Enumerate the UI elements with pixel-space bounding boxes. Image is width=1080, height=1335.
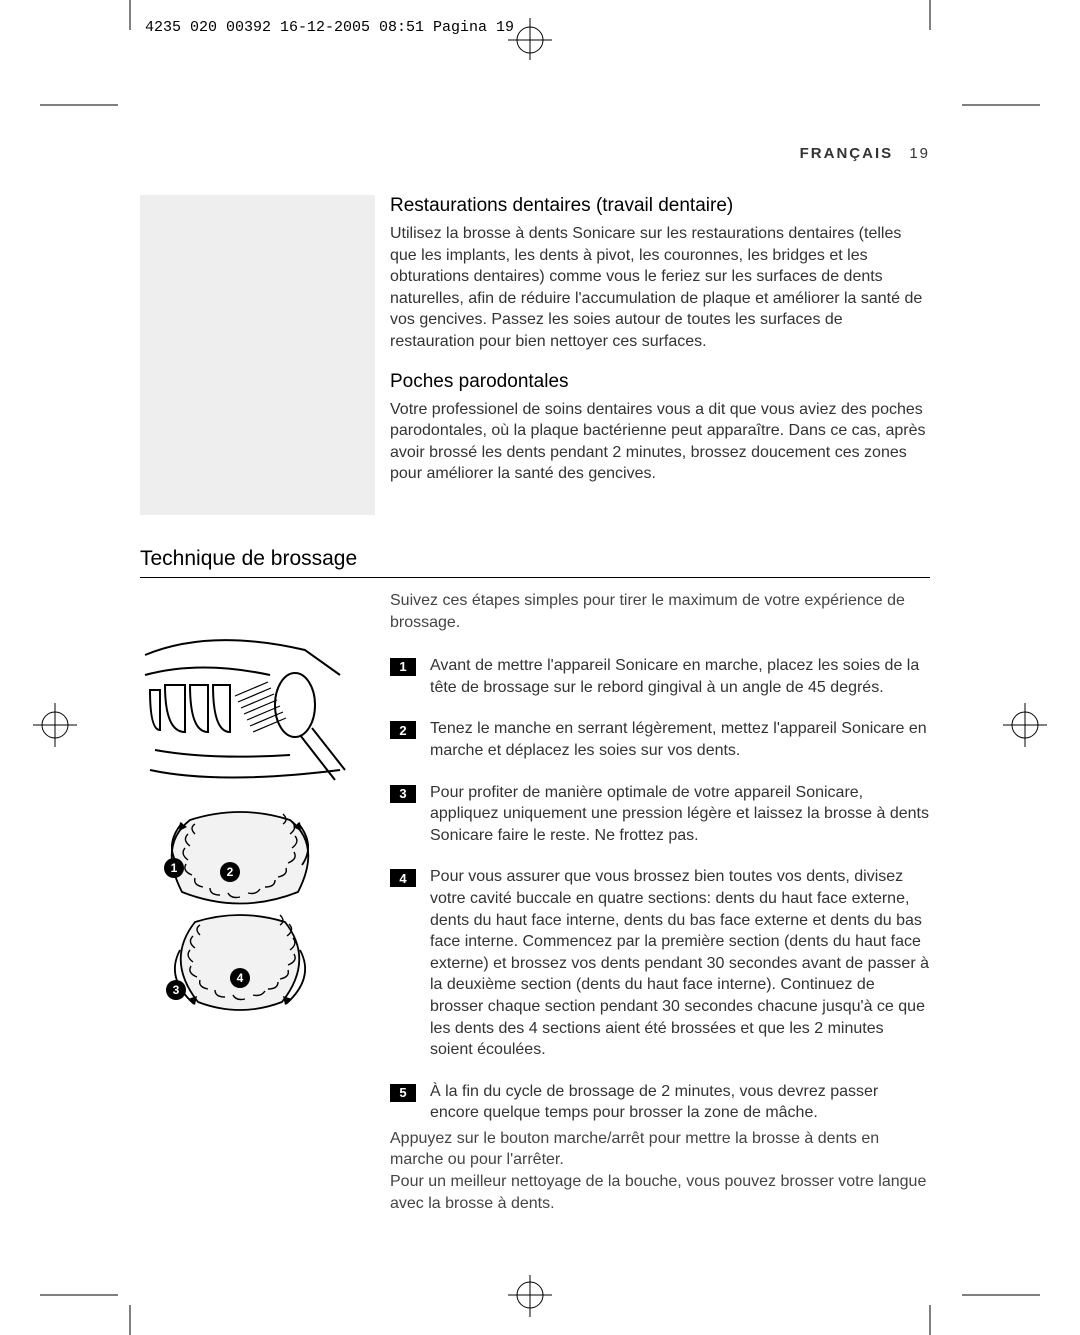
crop-line-br: [960, 1290, 1080, 1300]
step-3: 3 Pour profiter de manière optimale de v…: [390, 782, 930, 847]
step-text-4: Pour vous assurer que vous brossez bien …: [430, 866, 930, 1060]
step-text-1: Avant de mettre l'appareil Sonicare en m…: [430, 655, 930, 698]
step-num-4: 4: [390, 869, 416, 887]
quad-label-1: 1: [171, 861, 178, 875]
trailer-2: Pour un meilleur nettoyage de la bouche,…: [390, 1171, 930, 1214]
section-rule: [140, 577, 930, 578]
body-restaurations: Utilisez la brosse à dents Sonicare sur …: [390, 223, 930, 353]
quad-label-2: 2: [227, 865, 234, 879]
step-5: 5 À la fin du cycle de brossage de 2 min…: [390, 1081, 930, 1124]
crop-line-tl: [0, 100, 120, 110]
body-poches: Votre professionel de soins dentaires vo…: [390, 399, 930, 485]
subheading-restaurations: Restaurations dentaires (travail dentair…: [390, 195, 930, 217]
registration-right: [1000, 700, 1050, 750]
step-4: 4 Pour vous assurer que vous brossez bie…: [390, 866, 930, 1060]
crop-line-bl: [0, 1290, 120, 1300]
step-text-3: Pour profiter de manière optimale de vot…: [430, 782, 930, 847]
trailer-1: Appuyez sur le bouton marche/arrêt pour …: [390, 1128, 930, 1171]
step-text-2: Tenez le manche en serrant légèrement, m…: [430, 718, 930, 761]
crop-marks-bottom: [0, 1275, 1080, 1335]
step-1: 1 Avant de mettre l'appareil Sonicare en…: [390, 655, 930, 698]
crop-line-tr: [960, 100, 1080, 110]
quad-label-4: 4: [237, 971, 244, 985]
page-header: FRANÇAIS 19: [800, 145, 930, 162]
step-text-5: À la fin du cycle de brossage de 2 minut…: [430, 1081, 930, 1124]
subheading-poches: Poches parodontales: [390, 371, 930, 393]
diagram-quadrants: 1 2 3 4: [140, 810, 375, 1015]
quad-label-3: 3: [173, 983, 180, 997]
step-2: 2 Tenez le manche en serrant légèrement,…: [390, 718, 930, 761]
page-number: 19: [909, 145, 930, 162]
step-num-5: 5: [390, 1084, 416, 1102]
diagram-brush-angle: [140, 620, 375, 795]
technique-intro: Suivez ces étapes simples pour tirer le …: [390, 590, 930, 633]
print-header: 4235 020 00392 16-12-2005 08:51 Pagina 1…: [145, 19, 514, 36]
page-language: FRANÇAIS: [800, 145, 894, 162]
section-heading-technique: Technique de brossage: [140, 547, 930, 575]
sidebar-gray-box: [140, 195, 375, 515]
step-num-1: 1: [390, 658, 416, 676]
step-num-3: 3: [390, 785, 416, 803]
registration-left: [30, 700, 80, 750]
step-num-2: 2: [390, 721, 416, 739]
